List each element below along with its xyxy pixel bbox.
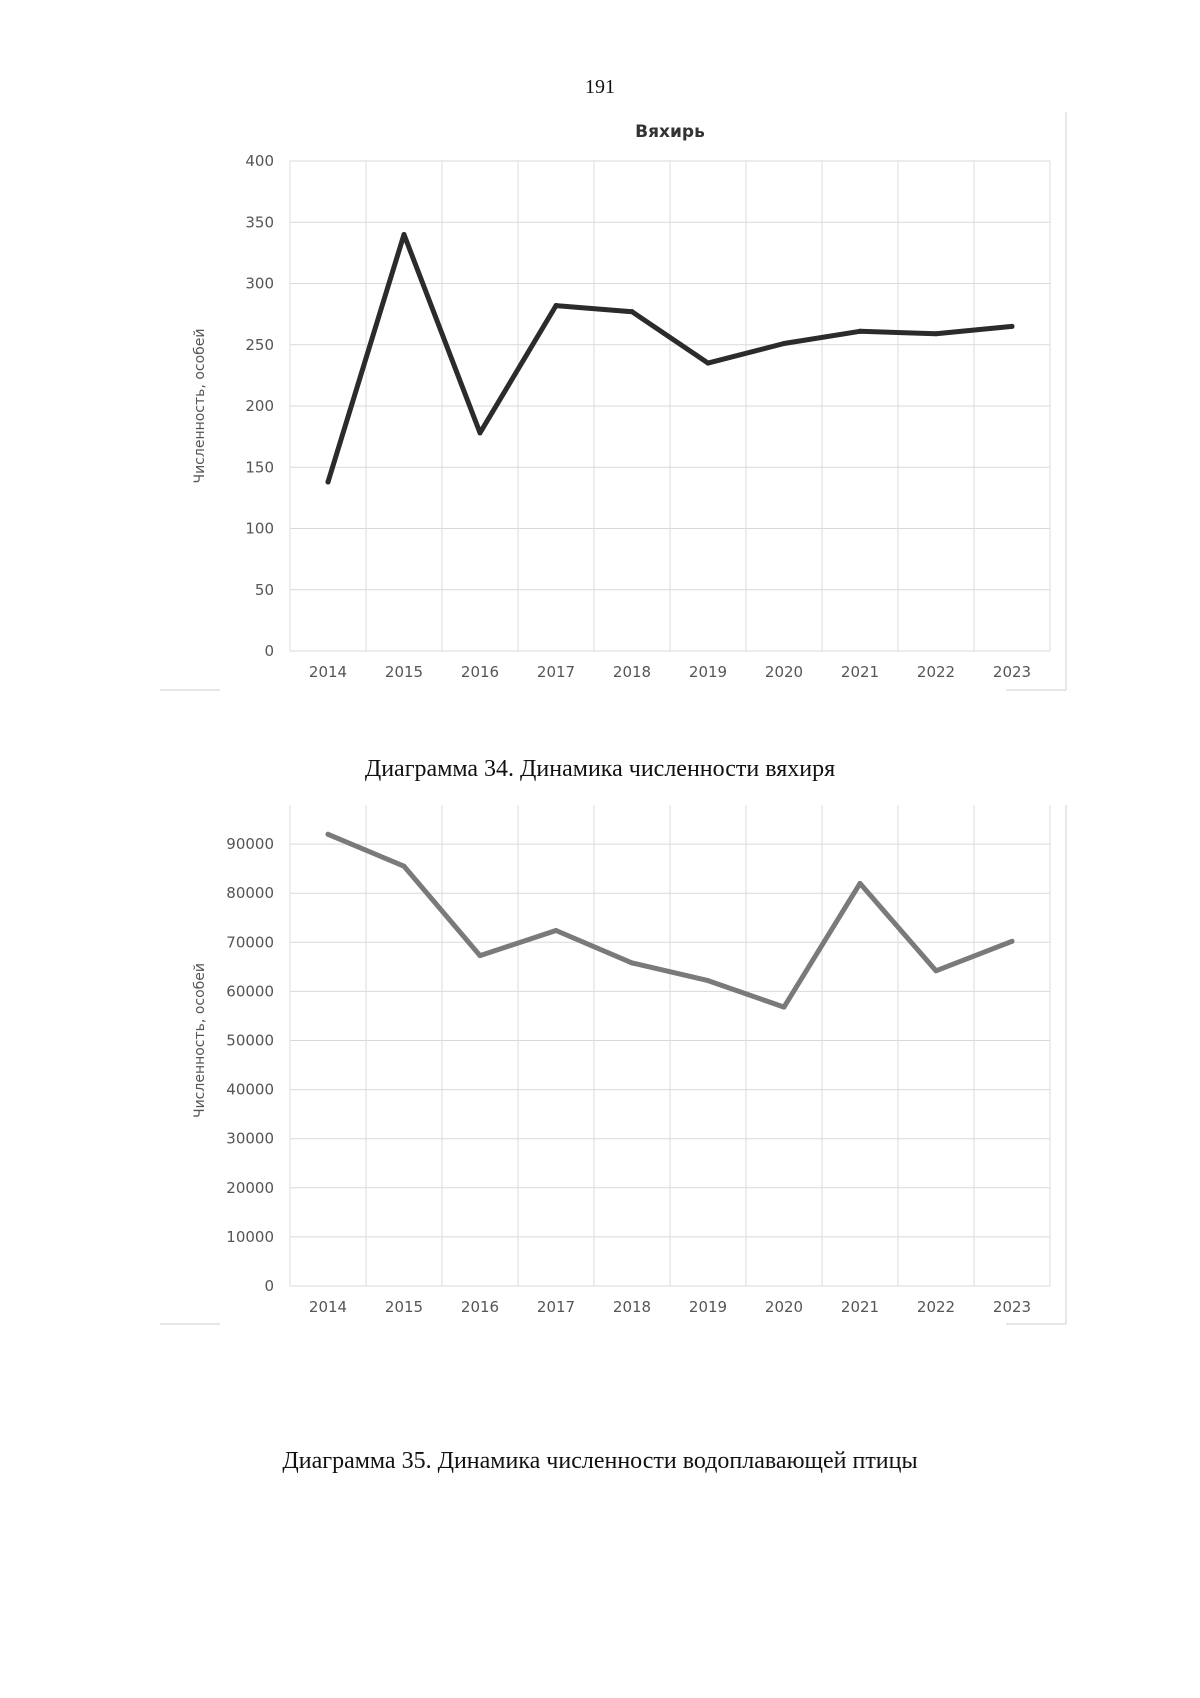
y-tick-label: 150 [245, 458, 274, 476]
y-tick-label: 350 [245, 213, 274, 231]
caption-chart-35: Диаграмма 35. Динамика численности водоп… [282, 1448, 918, 1474]
data-point [933, 968, 939, 974]
y-axis-label: Численность, особей [192, 963, 208, 1118]
page-number: 191 [585, 76, 615, 98]
y-tick-label: 200 [245, 397, 274, 415]
data-point [553, 928, 559, 934]
chart-waterfowl: Водоплавающие птицы010000200003000040000… [0, 805, 1200, 1445]
y-tick-label: 90000 [226, 835, 274, 853]
y-tick-label: 20000 [226, 1179, 274, 1197]
x-tick-label: 2021 [841, 1298, 879, 1316]
series-line [325, 831, 1015, 1010]
x-tick-label: 2023 [993, 663, 1031, 681]
x-tick-label: 2016 [461, 1298, 499, 1316]
chart-waterfowl-group: Водоплавающие птицы010000200003000040000… [160, 805, 1067, 1325]
data-point [1009, 323, 1015, 329]
data-point [401, 863, 407, 869]
x-tick-label: 2018 [613, 663, 651, 681]
y-tick-label: 40000 [226, 1081, 274, 1099]
x-tick-label: 2021 [841, 663, 879, 681]
y-tick-label: 400 [245, 152, 274, 170]
y-tick-label: 80000 [226, 884, 274, 902]
chart-vyakhir-svg: Вяхирь 0 50 100 150 200 250 300 350 400 2014 2015 20… [160, 112, 1067, 691]
y-tick-label: 70000 [226, 933, 274, 951]
data-point [933, 331, 939, 337]
chart-title: Вяхирь [635, 122, 705, 142]
x-tick-label: 2014 [309, 1298, 347, 1316]
y-tick-label: 50 [255, 581, 274, 599]
x-tick-label: 2023 [993, 1298, 1031, 1316]
y-tick-label: 0 [264, 642, 274, 660]
data-point [477, 430, 483, 436]
data-point [781, 341, 787, 347]
data-point [325, 831, 331, 837]
x-tick-label: 2015 [385, 1298, 423, 1316]
chart-vyakhir: Вяхирь 0 50 100 150 200 250 300 350 400 2014 2015 20… [0, 112, 1200, 752]
data-point [1009, 938, 1015, 944]
caption-chart-34: Диаграмма 34. Динамика численности вяхир… [364, 756, 836, 782]
y-tick-label: 50000 [226, 1032, 274, 1050]
x-tick-label: 2020 [765, 1298, 803, 1316]
y-axis-label: Численность, особей [192, 328, 208, 483]
x-tick-label: 2019 [689, 663, 727, 681]
y-tick-label: 100 [245, 520, 274, 538]
x-tick-label: 2017 [537, 1298, 575, 1316]
x-tick-label: 2019 [689, 1298, 727, 1316]
data-point [553, 303, 559, 309]
y-tick-label: 300 [245, 275, 274, 293]
data-point [629, 960, 635, 966]
data-point [325, 479, 331, 485]
data-point [857, 880, 863, 886]
y-tick-label: 30000 [226, 1130, 274, 1148]
x-tick-label: 2014 [309, 663, 347, 681]
data-point [401, 232, 407, 237]
data-point [705, 360, 711, 366]
data-point [781, 1004, 787, 1010]
y-tick-label: 250 [245, 336, 274, 354]
x-tick-label: 2016 [461, 663, 499, 681]
x-tick-label: 2020 [765, 663, 803, 681]
y-tick-label: 60000 [226, 982, 274, 1000]
x-tick-label: 2017 [537, 663, 575, 681]
data-point [477, 953, 483, 959]
data-point [629, 309, 635, 315]
series-line [325, 232, 1015, 485]
x-tick-label: 2022 [917, 1298, 955, 1316]
data-point [705, 978, 711, 984]
y-tick-label: 0 [264, 1277, 274, 1295]
chart-waterfowl-svg: Водоплавающие птицы010000200003000040000… [160, 805, 1067, 1325]
x-tick-label: 2022 [917, 663, 955, 681]
data-point [857, 328, 863, 334]
y-tick-label: 10000 [226, 1228, 274, 1246]
x-tick-label: 2015 [385, 663, 423, 681]
x-tick-label: 2018 [613, 1298, 651, 1316]
